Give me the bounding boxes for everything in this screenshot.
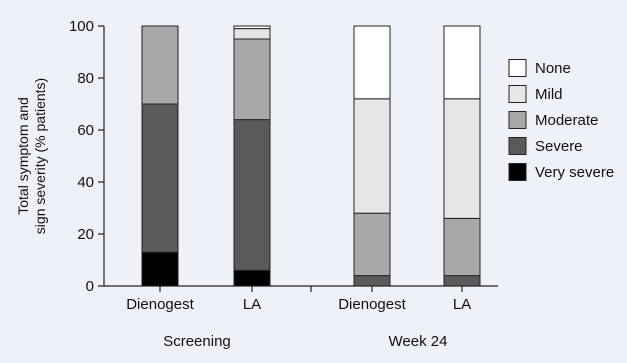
y-tick-label: 60 xyxy=(77,122,94,139)
bar-segment-moderate xyxy=(353,212,391,277)
x-category-label: Dienogest xyxy=(126,296,194,313)
bar-segment-severe xyxy=(141,103,179,253)
y-axis-label: Total symptom andsign severity (% patien… xyxy=(15,78,48,234)
x-category-label: Dienogest xyxy=(338,296,406,313)
bar-segment-very-severe xyxy=(233,269,271,287)
legend-swatch-severe xyxy=(508,137,527,155)
legend-label: Moderate xyxy=(535,112,598,129)
y-axis-label-line: Total symptom and xyxy=(15,97,31,215)
legend-swatch-none xyxy=(508,59,527,77)
legend-swatch-very-severe xyxy=(508,163,527,181)
bar-segment-very-severe xyxy=(141,251,179,287)
bar-segment-severe xyxy=(443,275,481,287)
y-tick-label: 20 xyxy=(77,226,94,243)
y-tick-label: 80 xyxy=(77,70,94,87)
bar-segment-moderate xyxy=(443,217,481,277)
x-group-label: Week 24 xyxy=(389,333,448,350)
bar-segment-severe xyxy=(353,275,391,287)
bar-segment-mild xyxy=(353,98,391,214)
bar-segment-mild xyxy=(233,28,271,40)
y-tick-label: 100 xyxy=(69,18,94,35)
legend-label: Mild xyxy=(535,86,563,103)
bar-segment-moderate xyxy=(233,38,271,121)
legend-swatch-mild xyxy=(508,85,527,103)
legend-label: Severe xyxy=(535,138,583,155)
legend-label: Very severe xyxy=(535,164,614,181)
legend-label: None xyxy=(535,60,571,77)
y-tick-label: 40 xyxy=(77,174,94,191)
bar-segment-none xyxy=(443,25,481,100)
legend-swatch-moderate xyxy=(508,111,527,129)
bars xyxy=(141,25,481,287)
legend: None Mild Moderate Severe Very severe xyxy=(508,59,614,181)
x-group-label: Screening xyxy=(163,333,231,350)
bar-segment-severe xyxy=(233,119,271,271)
y-axis-label-line: sign severity (% patients) xyxy=(32,78,48,234)
x-category-label: LA xyxy=(453,296,471,313)
bar-segment-none xyxy=(353,25,391,100)
labels: 0 20 40 60 80 100 Total symptom andsign severi… xyxy=(15,18,471,350)
y-tick-label: 0 xyxy=(86,278,94,295)
bar-segment-moderate xyxy=(141,25,179,105)
x-category-label: LA xyxy=(243,296,261,313)
bar-segment-mild xyxy=(443,98,481,219)
bar-segment-none xyxy=(233,25,271,30)
